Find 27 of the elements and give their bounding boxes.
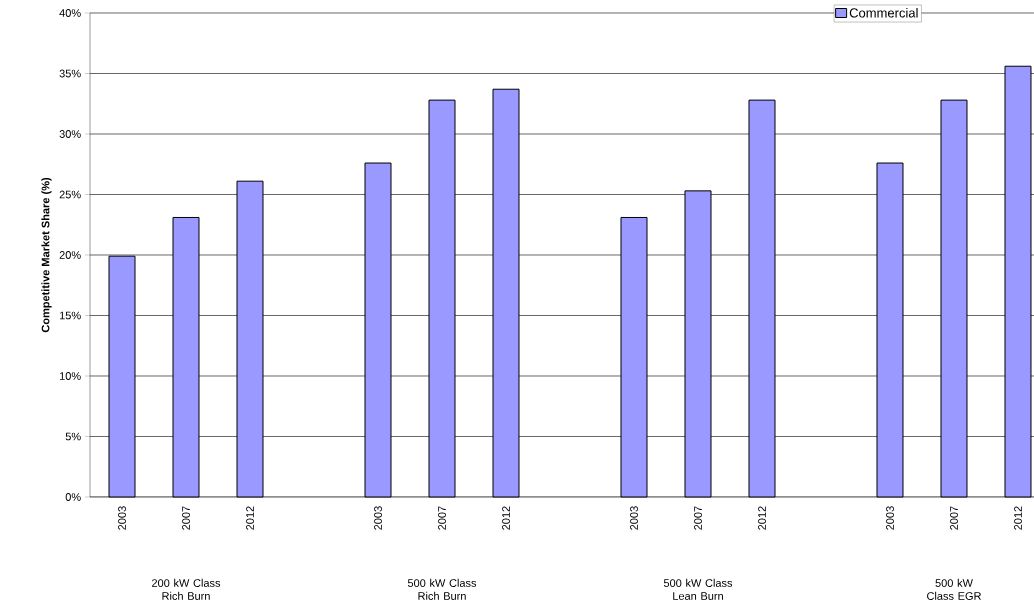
y-tick-label: 20% <box>59 251 81 259</box>
y-tick-label: 40% <box>59 9 81 17</box>
x-tick-label: 2003 <box>118 506 126 530</box>
x-tick-label: 2007 <box>950 506 958 530</box>
y-axis-title: Competitive Market Share (%) <box>41 177 52 333</box>
x-tick-label: 2003 <box>630 506 638 530</box>
x-tick-label: 2003 <box>374 506 382 530</box>
text: 200 kW Class Rich Burn <box>152 578 221 600</box>
y-tick-label: 0% <box>65 493 81 501</box>
x-tick-label: 2007 <box>694 506 702 530</box>
text: 500 kW Class EGR <box>927 578 981 600</box>
x-tick-label: 2012 <box>246 506 254 530</box>
y-tick-label: 35% <box>59 69 81 78</box>
text: 500 kW Class Lean Burn <box>663 578 733 600</box>
x-tick-label: 2012 <box>1014 506 1022 530</box>
x-tick-label: 2003 <box>886 506 894 530</box>
y-tick-label: 15% <box>59 311 81 320</box>
text: 500 kW Class Rich Burn <box>407 578 477 600</box>
x-tick-label: 2012 <box>758 506 766 530</box>
x-tick-label: 2007 <box>182 506 190 530</box>
legend-label: Commercial <box>849 7 918 18</box>
y-tick-label: 30% <box>59 130 81 138</box>
x-tick-label: 2012 <box>502 506 510 530</box>
x-tick-label: 2007 <box>438 506 446 530</box>
y-tick-label: 5% <box>65 432 81 441</box>
y-tick-label: 25% <box>59 190 81 199</box>
y-tick-label: 10% <box>59 372 81 380</box>
